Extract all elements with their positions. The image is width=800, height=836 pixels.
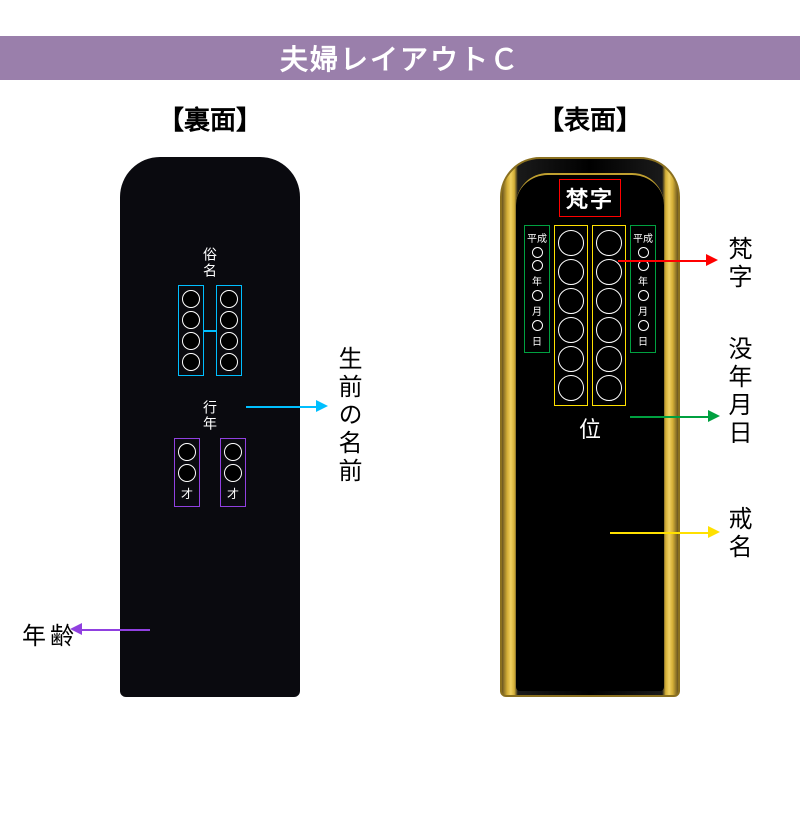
front-title: 【表面】	[538, 100, 642, 137]
header-bar: 夫婦レイアウトＣ	[0, 36, 800, 80]
age-columns: 才 才	[174, 438, 246, 507]
gyonen-label: 行年	[200, 400, 220, 432]
header-title: 夫婦レイアウトＣ	[280, 38, 520, 78]
main-row: 平成 年 月 日	[524, 225, 656, 406]
front-tablet: 梵字 平成 年 月 日	[500, 157, 680, 697]
kaimyo-col-right	[592, 225, 626, 406]
label-botsu: 没年月日	[720, 336, 755, 448]
kurai-label: 位	[579, 412, 601, 444]
bonji-box: 梵字	[559, 179, 621, 217]
name-columns	[178, 285, 242, 376]
zokumyo-label: 俗名	[200, 247, 220, 279]
age-col-left: 才	[174, 438, 200, 507]
name-col-left	[178, 285, 204, 376]
content-area: 【裏面】 俗名 行年 才 才	[0, 100, 800, 697]
date-col-right: 平成 年 月 日	[630, 225, 656, 353]
name-col-right	[216, 285, 242, 376]
kaimyo-col-left	[554, 225, 588, 406]
label-bonji: 梵字	[720, 236, 755, 292]
label-seizen: 生前の名前	[330, 346, 365, 486]
date-col-left: 平成 年 月 日	[524, 225, 550, 353]
label-kaimyo: 戒名	[720, 506, 755, 562]
age-col-right: 才	[220, 438, 246, 507]
back-title: 【裏面】	[158, 100, 262, 137]
back-tablet: 俗名 行年 才 才	[120, 157, 300, 697]
